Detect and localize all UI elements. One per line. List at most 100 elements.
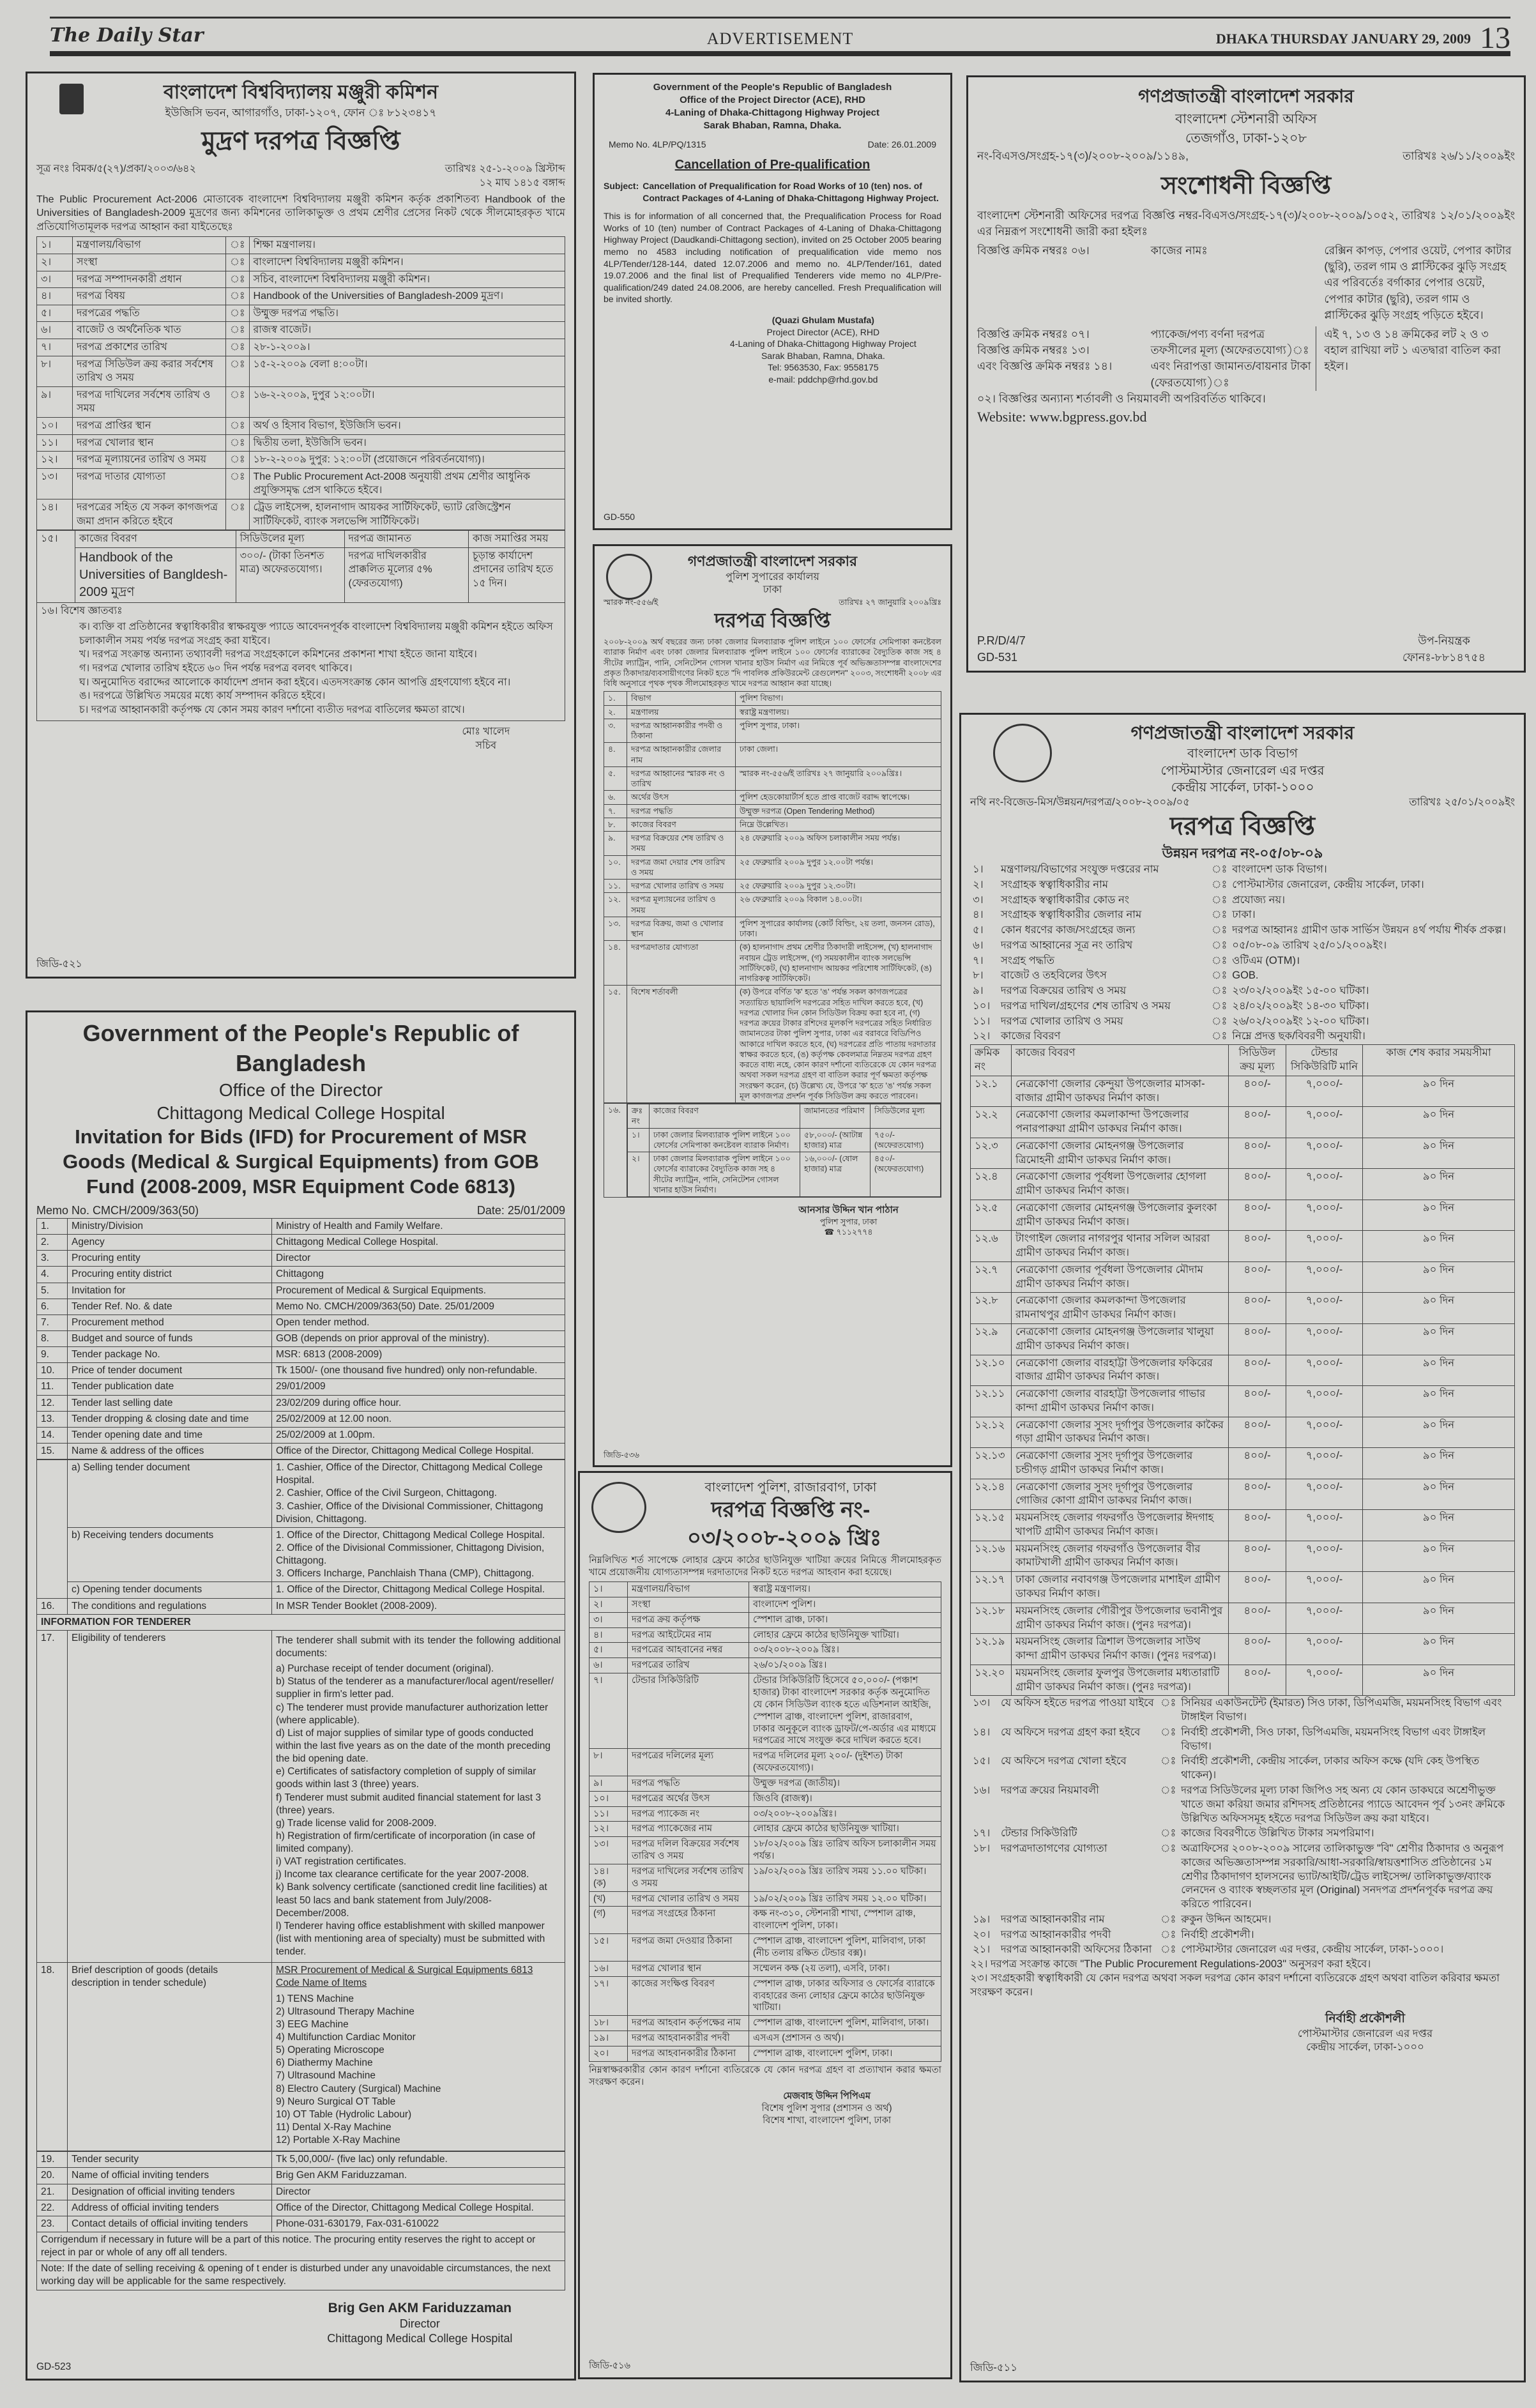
table-row: ৫। দরপত্রের পদ্ধতিঃ উম্মুক্ত দরপত্র পদ্ধতি…	[36, 304, 566, 323]
rhd-signer: (Quazi Ghulam Mustafa)	[772, 315, 874, 326]
table-cell: মন্ত্রণালয়/বিভাগ	[627, 1581, 749, 1597]
table-cell: ১৯।	[589, 2031, 628, 2046]
table-cell: নেত্রকোণা জেলার কমলাকান্দা উপজেলার পনারপ…	[1011, 1106, 1229, 1138]
table-cell: ওটিএম (OTM)।	[1232, 954, 1300, 966]
table-cell: 5.	[36, 1282, 68, 1299]
table-cell: ৭,০০০/-	[1286, 1323, 1363, 1355]
table-cell: ঃ	[225, 386, 250, 418]
table-cell: ১০।	[589, 1790, 628, 1807]
table-cell: ৪০০/-	[1228, 1509, 1286, 1541]
list-item: ঙ। দরপত্রে উল্লিখিত সময়ের মধ্যে কার্য স…	[79, 690, 326, 702]
rhd-body: This is for information of all concerned…	[604, 211, 941, 305]
table-cell: ৯০ দিন	[1362, 1509, 1515, 1541]
table-cell: দরপত্র আইটেমের নাম	[627, 1627, 749, 1643]
table-cell: ৪.	[604, 742, 627, 767]
table-cell: সংস্থা	[72, 254, 226, 271]
sp-heading: দরপত্র বিজ্ঞপ্তি	[714, 609, 831, 632]
table-cell: ১২.১৯	[970, 1633, 1012, 1665]
table-cell: Open tender method.	[271, 1314, 565, 1332]
bso-title: গণপ্রজাতন্ত্রী বাংলাদেশ সরকার	[1138, 86, 1354, 106]
table-cell: Eligibility of tenderers	[67, 1629, 272, 1963]
table-cell: ঃ	[1212, 864, 1228, 876]
table-row: ৭। টেন্ডার সিকিউরিটি টেন্ডার সিকিউরিটি হিস…	[589, 1673, 941, 1749]
table-row: (খ) দরপত্র খোলার তারিখ ও সময় ১৯/০২/২০০৯ খ…	[589, 1891, 941, 1907]
table-cell: ২৩/০২/২০০৯ইং ১৫-০০ ঘটিকা।	[1232, 985, 1369, 997]
table-cell: ৩০০/- (টাকা তিনশত মাত্র) অফেরতযোগ্য।	[235, 547, 345, 603]
table-cell: রাজস্ব বাজেট।	[248, 321, 566, 339]
table-row: ৬। বাজেট ও অর্থনৈতিক খাতঃ রাজস্ব বাজেট।	[36, 321, 566, 339]
table-cell: ৪০০/-	[1228, 1416, 1286, 1449]
table-cell: দরপত্র সিডিউল ক্রয় করার সর্বশেষ তারিখ ও…	[72, 355, 226, 387]
table-cell: ঃ	[225, 468, 250, 499]
table-cell: Office of the Director, Chittagong Medic…	[271, 2199, 565, 2216]
bso-website[interactable]: Website: www.bgpress.gov.bd	[977, 409, 1147, 425]
post-signer-org: পোস্টমাস্টার জেনারেল এর দপ্তর	[1297, 2027, 1433, 2039]
table-cell: কাজের বিবরণ	[627, 817, 736, 832]
rhd-signer-details: Project Director (ACE), RHD 4-Laning of D…	[705, 326, 941, 386]
table-cell: The Public Procurement Act-2008 অনুযায়ী…	[248, 468, 566, 499]
table-cell: Office of the Director, Chittagong Medic…	[271, 1442, 565, 1460]
table-row: ১২.৫ নেত্রকোণা জেলার মোহনগঞ্জ উপজেলার কুল…	[970, 1199, 1515, 1231]
table-row: ১। মন্ত্রণালয়/বিভাগ স্বরাষ্ট্র মন্ত্রণালয…	[589, 1581, 941, 1597]
table-cell: পোস্টমাস্টার জেনারেল এর দপ্তর, কেন্দ্রীয…	[1181, 1944, 1444, 1956]
table-row: ৯। দরপত্র পদ্ধতি উম্মুক্ত দরপত্র (জাতীয়)।	[589, 1775, 941, 1792]
table-cell: ঃ	[225, 416, 250, 435]
table-row: ১৫। কাজের বিবরণ সিডিউলের মূল্য দরপত্র জামান…	[36, 530, 566, 603]
rhd-heading: Cancellation of Pre-qualification	[674, 158, 871, 172]
table-cell: ৭,০০০/-	[1286, 1199, 1363, 1231]
table-cell: ঃ	[1212, 1015, 1228, 1027]
table-row: ১২.১৫ ময়মনসিংহ জেলার গফরগাঁও উপজেলার ঈদগ…	[970, 1509, 1515, 1541]
list-item: 6) Diathermy Machine	[276, 2057, 373, 2069]
table-cell: 19.	[36, 2151, 68, 2168]
table-cell: দরপত্র আহবানকারীর পদবী	[627, 2031, 749, 2046]
rule-top	[50, 17, 1510, 19]
section-label: ADVERTISEMENT	[706, 29, 854, 48]
list-item: বিজ্ঞপ্তি ক্রমিক নম্বরঃ ০৭।	[977, 327, 1090, 340]
row-number: ১৫।	[36, 530, 75, 603]
table-cell: Ministry/Division	[67, 1218, 272, 1235]
table-cell: Address of official inviting tenders	[67, 2199, 272, 2216]
table-cell: দরপত্র বিক্রয়ের তারিখ ও সময়	[1001, 985, 1127, 997]
table-cell: ১।	[36, 236, 73, 254]
cmch-ifb-ad: Government of the People's Republic of B…	[26, 1010, 576, 2381]
table-cell: Procurement method	[67, 1314, 272, 1332]
table-cell: দরপত্র দাখিলের সর্বশেষ তারিখ ও সময়	[627, 1863, 749, 1892]
table-cell: ২।	[589, 1596, 628, 1613]
header-cell: কাজ সমাপ্তির সময়	[468, 530, 566, 548]
table-cell: নেত্রকোণা জেলার পূর্বধলা উপজেলার হোগলা গ…	[1011, 1168, 1229, 1200]
table-cell: Tender package No.	[67, 1346, 272, 1364]
rhd-subject-label: Subject:	[604, 180, 639, 191]
table-row: ১২.৯ নেত্রকোণা জেলার মোহনগঞ্জ উপজেলার খাল…	[970, 1323, 1515, 1355]
sb-heading-number: ০৩/২০০৮-২০০৯ খ্রিঃ	[687, 1526, 882, 1551]
table-cell: দরপত্রের আহবানের নম্বর	[627, 1642, 749, 1659]
table-cell: ১২.২	[970, 1106, 1012, 1138]
table-row: 3. Procuring entity Director	[36, 1250, 565, 1267]
table-cell: নেত্রকোণা জেলার সুসং দূর্গাপুর উপজেলার ক…	[1011, 1416, 1229, 1449]
table-row: ৫. দরপত্র আহ্বানের স্মারক নং ও তারিখ স্মার…	[604, 766, 941, 791]
table-cell: ৯০ দিন	[1362, 1354, 1515, 1387]
goods-title: MSR Procurement of Medical & Surgical Eq…	[276, 1965, 533, 1976]
ugc-signer: মোঃ খালেদ	[462, 726, 510, 738]
header-cell: ক্রঃ নং	[627, 1104, 650, 1129]
list-item: g) Trade license valid for 2008-2009.	[276, 1817, 437, 1829]
table-row: ২০। দরপত্র আহবানকারীর ঠিকানা স্পেশাল ব্রাঞ…	[589, 2045, 941, 2062]
header-cell: দরপত্র জামানত	[344, 530, 469, 548]
table-cell: দরপত্রের সহিত যে সকল কাগজপত্র জমা প্রদান…	[72, 498, 226, 531]
table-row: ৩। দরপত্র সম্পাদনকারী প্রধানঃ সচিব, বাংলাদ…	[36, 270, 566, 289]
table-cell: ৩.	[604, 718, 627, 743]
table-cell: ৯০ দিন	[1362, 1075, 1515, 1108]
table-cell: এসএস (প্রশাসন ও অর্থ)।	[749, 2031, 941, 2046]
table-row: ১৭। টেন্ডার সিকিউরিটিঃ কাজের বিবরণীতে উল্ল…	[970, 1826, 1515, 1841]
masthead: The Daily Star ADVERTISEMENT DHAKA THURS…	[50, 10, 1510, 56]
table-row: ১১। দরপত্র খোলার স্থানঃ দ্বিতীয় তলা, ইউজি…	[36, 434, 566, 452]
table-row: 17. Eligibility of tenderers The tenderer…	[36, 1629, 565, 1963]
table-row: 19. Tender security Tk 5,00,000/- (five la…	[36, 2151, 565, 2168]
table-cell: দরপত্র বিক্রয়ের শেষ তারিখ ও সময়	[627, 831, 736, 856]
list-item: k) Bank solvency certificate (sanctioned…	[276, 1882, 547, 1919]
table-cell: ১৬,০০০/- (ষোল হাজার) মাত্র	[800, 1152, 871, 1198]
table-cell: ঃ	[1212, 954, 1228, 966]
list-item: 2) Ultrasound Therapy Machine	[276, 2006, 414, 2017]
table-row: ৪। দরপত্র বিষয়ঃ Handbook of the Universit…	[36, 287, 566, 305]
table-cell: সম্মেলন কক্ষ (২য় তলা), এসবি, ঢাকা।	[749, 1960, 941, 1977]
table-cell: MSR Procurement of Medical & Surgical Eq…	[271, 1962, 565, 2152]
